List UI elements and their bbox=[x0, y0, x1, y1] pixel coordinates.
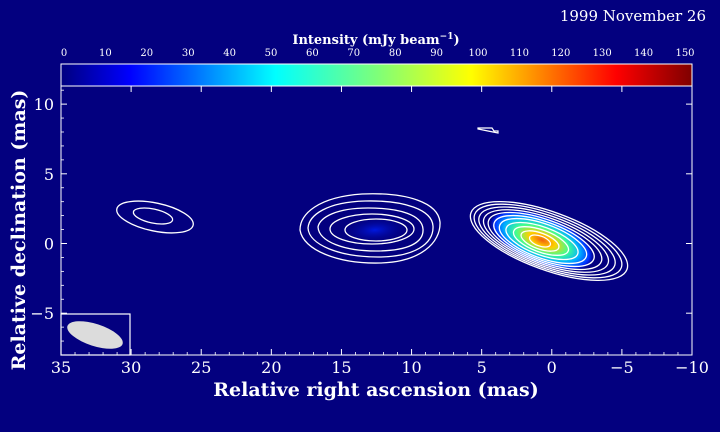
beam-inset-box bbox=[60, 313, 131, 356]
x-tick-label: 15 bbox=[331, 358, 351, 377]
y-axis-label: Relative declination (mas) bbox=[8, 90, 30, 371]
x-tick-label: −10 bbox=[675, 358, 709, 377]
colorbar-tick-label: 40 bbox=[223, 48, 236, 59]
colorbar-label: Intensity (mJy beam−1) bbox=[292, 32, 459, 48]
colorbar-label-main: Intensity (mJy beam bbox=[292, 33, 440, 48]
x-axis-label: Relative right ascension (mas) bbox=[213, 379, 538, 401]
y-tick-label: 10 bbox=[34, 95, 54, 114]
y-tick-label: 5 bbox=[44, 165, 54, 184]
colorbar-tick-label: 0 bbox=[61, 48, 67, 59]
knot-contour bbox=[329, 213, 415, 245]
colorbar-label-close: ) bbox=[453, 33, 459, 48]
x-tick-label: 10 bbox=[401, 358, 421, 377]
x-tick-label: −5 bbox=[610, 358, 634, 377]
x-tick-label: 0 bbox=[547, 358, 557, 377]
colorbar-tick-label: 140 bbox=[634, 48, 653, 59]
core-contour bbox=[498, 217, 588, 265]
x-tick-label: 25 bbox=[191, 358, 211, 377]
x-tick-label: 35 bbox=[51, 358, 71, 377]
y-axis: 10 5 0 −5 bbox=[30, 89, 692, 342]
noise-contour bbox=[477, 127, 499, 134]
knot-contours bbox=[299, 193, 441, 264]
x-tick-label: 30 bbox=[121, 358, 141, 377]
core-contours bbox=[469, 200, 629, 282]
colorbar-label-exponent: −1 bbox=[440, 32, 454, 42]
core-contour bbox=[469, 200, 629, 282]
component-knot-emission bbox=[339, 215, 411, 245]
chart-title: 1999 November 26 bbox=[560, 7, 706, 25]
knot-contour bbox=[317, 207, 424, 252]
colorbar-tick-label: 20 bbox=[140, 48, 153, 59]
core-contour bbox=[482, 209, 610, 273]
core-contour bbox=[487, 211, 603, 271]
x-tick-label: 5 bbox=[477, 358, 487, 377]
core-contour bbox=[528, 234, 552, 248]
outer-knot-contour bbox=[132, 207, 174, 225]
component-core-emission bbox=[489, 209, 595, 271]
y-tick-label: −5 bbox=[30, 304, 54, 323]
colorbar-tick-label: 80 bbox=[389, 48, 402, 59]
core-contour bbox=[512, 226, 570, 256]
outer-knot-contour bbox=[116, 200, 194, 234]
y-tick-label: 0 bbox=[44, 234, 54, 253]
intensity-image bbox=[339, 209, 595, 271]
colorbar-tick-label: 120 bbox=[551, 48, 570, 59]
knot-contour bbox=[344, 218, 408, 242]
colorbar bbox=[60, 63, 693, 87]
colorbar-tick-label: 90 bbox=[430, 48, 443, 59]
colorbar-tick-label: 10 bbox=[99, 48, 112, 59]
colorbar-tick-label: 130 bbox=[593, 48, 612, 59]
core-contour bbox=[473, 203, 623, 279]
colorbar-tick-label: 110 bbox=[510, 48, 529, 59]
colorbar-tick-label: 150 bbox=[675, 48, 694, 59]
knot-contour bbox=[299, 193, 441, 264]
colorbar-tick-label: 30 bbox=[182, 48, 195, 59]
core-contour bbox=[505, 221, 579, 261]
colorbar-tick-label: 60 bbox=[306, 48, 319, 59]
colorbar-tick-label: 70 bbox=[347, 48, 360, 59]
beam-ellipse bbox=[67, 321, 123, 349]
outer-knot-contours bbox=[116, 200, 194, 234]
core-contour bbox=[520, 230, 560, 252]
colorbar-tick-label: 50 bbox=[265, 48, 278, 59]
knot-contour bbox=[307, 200, 434, 258]
core-contour bbox=[478, 206, 616, 276]
core-contour bbox=[493, 214, 595, 268]
x-axis: 35 30 25 20 15 10 5 0 −5 −10 bbox=[51, 86, 709, 377]
colorbar-tick-label: 100 bbox=[468, 48, 487, 59]
x-tick-label: 20 bbox=[261, 358, 281, 377]
